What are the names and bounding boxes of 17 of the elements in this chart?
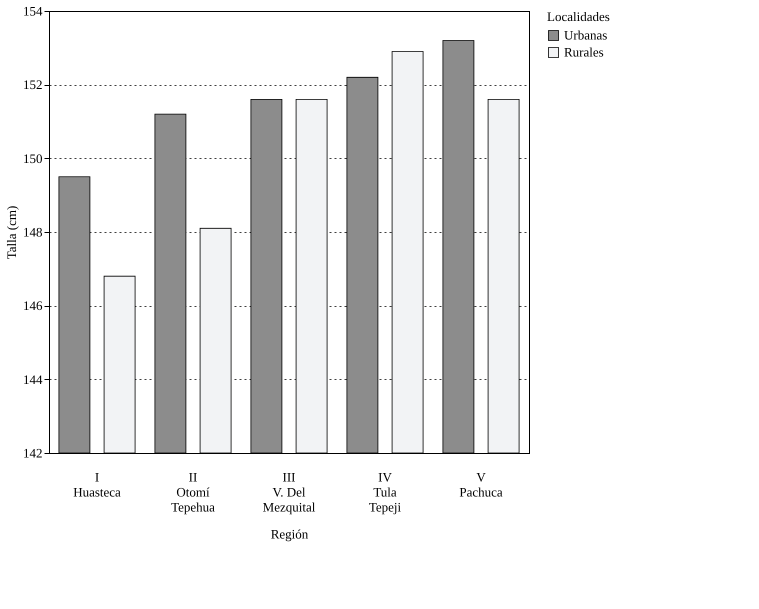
x-tick-label: IV Tula Tepeji — [368, 470, 402, 514]
y-tick-label: 152 — [23, 77, 42, 92]
legend-label: Urbanas — [564, 28, 608, 42]
legend-label: Rurales — [564, 44, 604, 60]
y-axis-title: Talla (cm) — [4, 206, 19, 260]
y-tick-label: 154 — [23, 4, 43, 18]
x-tick-label: I Huasteca — [73, 470, 122, 500]
y-tick-label: 142 — [23, 446, 42, 460]
y-tick-label: 148 — [23, 224, 42, 240]
x-tick-label: II Otomí Tepehua — [171, 470, 216, 514]
x-tick-label: III V. Del Mezquital — [262, 470, 316, 514]
y-tick-label: 150 — [23, 150, 42, 166]
y-tick-label: 144 — [23, 372, 43, 387]
legend-title: Localidades — [547, 9, 610, 24]
x-axis-title: Región — [270, 526, 309, 542]
y-tick-label: 146 — [23, 298, 43, 314]
x-tick-label: V Pachuca — [459, 470, 503, 500]
